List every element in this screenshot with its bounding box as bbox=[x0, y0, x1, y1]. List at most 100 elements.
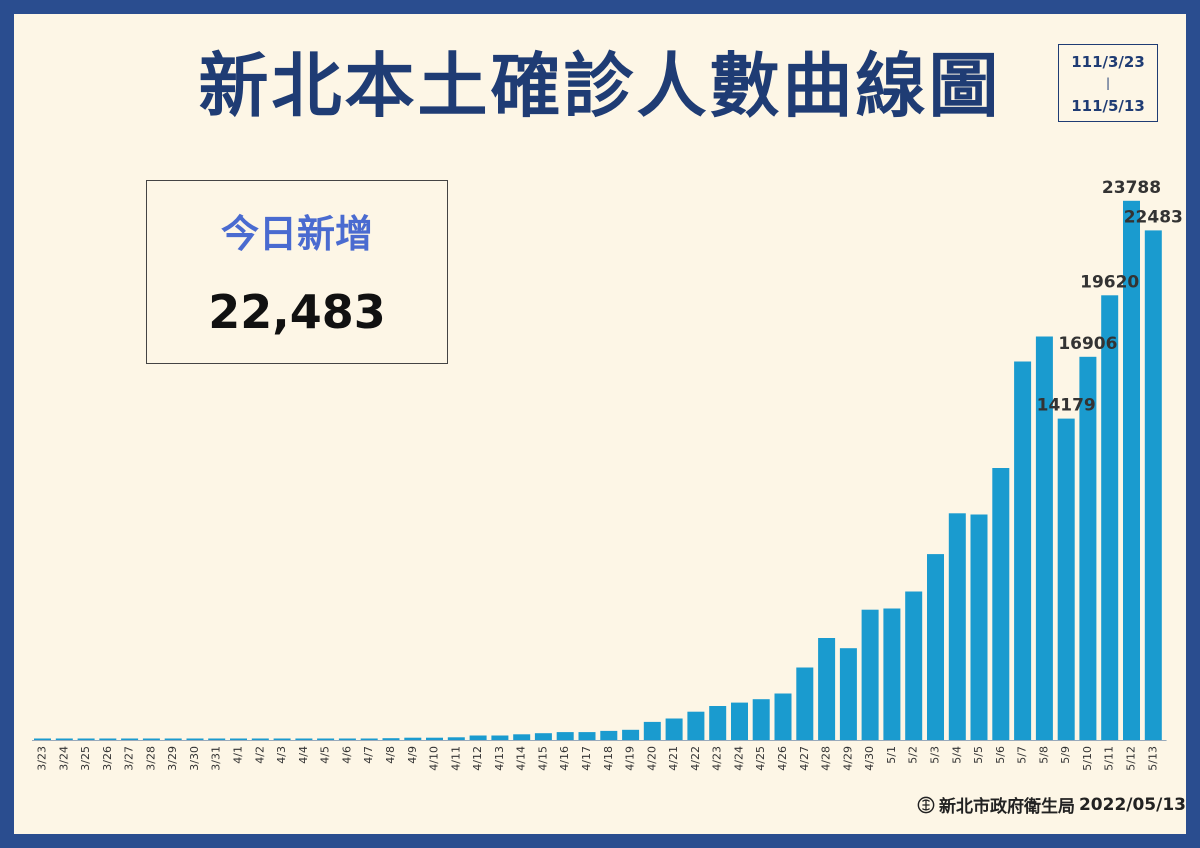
bar-5/12 bbox=[1123, 200, 1140, 741]
bar-4/13 bbox=[491, 735, 509, 740]
x-tick-label: 5/7 bbox=[1016, 746, 1029, 764]
x-tick-label: 4/28 bbox=[820, 746, 833, 771]
x-tick-label: 5/5 bbox=[972, 746, 985, 764]
data-label-5/10: 16906 bbox=[1058, 334, 1117, 354]
x-tick-label: 4/3 bbox=[275, 746, 288, 764]
bar-4/26 bbox=[774, 693, 792, 740]
bar-4/18 bbox=[600, 730, 618, 740]
footer-credit: 新北市政府衛生局 2022/05/13 bbox=[917, 792, 1186, 817]
bar-4/6 bbox=[338, 738, 356, 740]
bar-3/23 bbox=[34, 738, 51, 740]
x-tick-label: 5/1 bbox=[885, 746, 898, 764]
bar-4/11 bbox=[447, 737, 465, 740]
x-tick-label: 4/19 bbox=[624, 746, 637, 771]
bar-4/2 bbox=[251, 738, 269, 740]
bar-4/14 bbox=[513, 734, 531, 740]
footer-date: 2022/05/13 bbox=[1078, 794, 1186, 815]
x-tick-label: 3/30 bbox=[188, 746, 201, 771]
x-tick-label: 4/5 bbox=[319, 746, 332, 764]
bar-4/8 bbox=[382, 738, 400, 740]
today-new-cases-box: 今日新增 22,483 bbox=[146, 180, 448, 364]
x-tick-label: 5/12 bbox=[1125, 746, 1138, 771]
x-tick-label: 4/1 bbox=[232, 746, 245, 764]
bar-4/15 bbox=[534, 733, 552, 740]
bar-4/10 bbox=[426, 737, 443, 740]
bar-4/29 bbox=[839, 648, 857, 740]
bar-3/24 bbox=[55, 738, 73, 740]
bar-4/24 bbox=[731, 702, 748, 740]
x-tick-label: 5/2 bbox=[907, 746, 920, 764]
x-tick-label: 4/27 bbox=[798, 746, 811, 771]
bar-4/25 bbox=[752, 699, 770, 740]
bar-3/31 bbox=[208, 738, 226, 740]
bar-4/1 bbox=[230, 738, 247, 740]
bar-4/4 bbox=[295, 738, 313, 740]
health-bureau-logo-icon bbox=[917, 796, 935, 813]
x-tick-label: 4/11 bbox=[449, 746, 462, 771]
page-title: 新北本土確診人數曲線圖 bbox=[198, 45, 1002, 127]
x-tick-label: 4/18 bbox=[602, 746, 615, 771]
x-tick-label: 3/25 bbox=[79, 746, 92, 771]
x-tick-label: 4/22 bbox=[689, 746, 702, 771]
bar-5/1 bbox=[883, 608, 901, 740]
x-tick-label: 4/20 bbox=[645, 746, 658, 771]
bar-4/5 bbox=[317, 738, 335, 740]
x-tick-label: 4/25 bbox=[754, 746, 767, 771]
data-label-5/13: 22483 bbox=[1124, 207, 1183, 227]
bar-4/17 bbox=[578, 732, 596, 740]
x-tick-label: 4/30 bbox=[863, 746, 876, 771]
x-tick-label: 5/10 bbox=[1081, 746, 1094, 771]
x-tick-label: 4/2 bbox=[253, 746, 266, 764]
x-tick-label: 4/16 bbox=[558, 746, 571, 771]
x-tick-label: 4/9 bbox=[406, 746, 419, 764]
x-tick-label: 4/4 bbox=[297, 746, 310, 764]
x-tick-label: 5/3 bbox=[929, 746, 942, 764]
x-tick-label: 3/23 bbox=[36, 746, 49, 771]
x-tick-label: 4/17 bbox=[580, 746, 593, 771]
bar-5/10 bbox=[1079, 356, 1097, 740]
x-tick-label: 4/13 bbox=[493, 746, 506, 771]
bar-4/7 bbox=[360, 738, 378, 740]
bar-5/3 bbox=[927, 554, 944, 740]
x-tick-label: 4/24 bbox=[733, 746, 746, 771]
bar-3/28 bbox=[142, 738, 160, 740]
x-tick-label: 4/26 bbox=[776, 746, 789, 771]
bar-4/30 bbox=[861, 609, 879, 740]
today-new-cases-label: 今日新增 bbox=[220, 212, 373, 256]
x-tick-label: 4/6 bbox=[340, 746, 353, 764]
x-tick-label: 5/4 bbox=[950, 746, 963, 764]
x-tick-label: 5/9 bbox=[1059, 746, 1072, 764]
x-tick-label: 4/8 bbox=[384, 746, 397, 764]
bar-3/27 bbox=[121, 738, 139, 740]
bar-5/9 bbox=[1057, 418, 1075, 740]
x-tick-label: 4/29 bbox=[841, 746, 854, 771]
x-tick-label: 4/23 bbox=[711, 746, 724, 771]
x-tick-label: 4/21 bbox=[667, 746, 680, 771]
bar-4/3 bbox=[273, 738, 291, 740]
bar-5/2 bbox=[905, 591, 923, 740]
x-tick-label: 4/12 bbox=[471, 746, 484, 771]
x-tick-label: 5/8 bbox=[1037, 746, 1050, 764]
data-label-5/11: 19620 bbox=[1080, 272, 1139, 292]
poster-frame: 新北本土確診人數曲線圖 111/3/23 | 111/5/13 今日新增 22,… bbox=[14, 14, 1186, 834]
bar-4/28 bbox=[818, 638, 836, 740]
x-tick-label: 3/31 bbox=[210, 746, 223, 771]
date-range-separator: | bbox=[1105, 76, 1111, 90]
x-tick-label: 3/28 bbox=[144, 746, 157, 771]
bar-4/21 bbox=[665, 718, 683, 740]
bar-3/29 bbox=[164, 738, 182, 740]
footer-org: 新北市政府衛生局 bbox=[938, 797, 1075, 817]
date-range-start: 111/3/23 bbox=[1071, 53, 1145, 71]
bar-4/23 bbox=[709, 706, 727, 740]
bar-4/12 bbox=[469, 735, 487, 740]
bar-4/22 bbox=[687, 711, 705, 740]
bar-5/8 bbox=[1035, 336, 1053, 740]
bar-5/6 bbox=[992, 468, 1010, 740]
today-new-cases-value: 22,483 bbox=[208, 285, 386, 339]
bar-5/11 bbox=[1101, 295, 1119, 740]
bar-4/19 bbox=[622, 729, 640, 740]
bar-5/4 bbox=[948, 513, 966, 740]
x-tick-label: 3/24 bbox=[57, 746, 70, 771]
bar-3/25 bbox=[77, 738, 95, 740]
